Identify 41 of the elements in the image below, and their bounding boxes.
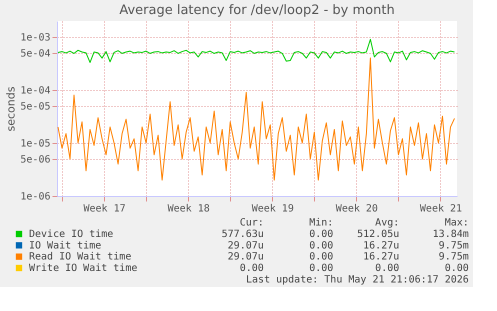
chart-title: Average latency for /dev/loop2 - by month [119, 3, 395, 18]
text: 16.27u [363, 252, 400, 263]
text: 29.07u [228, 240, 264, 252]
legend-label: IO Wait time [29, 240, 102, 252]
x-tick-label: Week 17 [83, 204, 126, 214]
text: 0.00 [444, 263, 469, 274]
text: 29.07u [228, 252, 264, 263]
text: 577.63u [222, 229, 264, 240]
y-axis-title: seconds [4, 86, 18, 132]
legend-label: Device IO time [29, 229, 114, 240]
y-tick-label: 1e-04 [20, 85, 50, 96]
text: 0.00 [309, 229, 334, 240]
text: Cur: [240, 218, 264, 229]
text: 9.75m [438, 240, 469, 252]
line-series [58, 38, 455, 63]
x-tick-label: Week 18 [168, 204, 210, 214]
text: 16.27u [363, 240, 400, 252]
y-tick-label: 5e-04 [20, 48, 50, 60]
text: 9.75m [438, 252, 469, 263]
y-tick-label: 1e-05 [20, 138, 50, 150]
text: Max: [444, 218, 469, 229]
text: Last update: Thu May 21 21:06:17 2026 [246, 274, 469, 286]
text: 0.00 [309, 263, 334, 274]
text: 0.00 [309, 240, 334, 252]
y-tick-label: 1e-03 [20, 32, 50, 44]
y-tick-label: 1e-06 [20, 192, 50, 202]
y-tick-label: 5e-06 [20, 154, 50, 166]
line-series [58, 58, 455, 181]
text: Min: [309, 218, 334, 229]
text: 0.00 [240, 263, 264, 274]
x-tick-label: Week 21 [420, 204, 462, 214]
legend-label: Read IO Wait time [29, 252, 132, 263]
legend-label: Write IO Wait time [29, 263, 138, 274]
y-tick-label: 5e-05 [20, 101, 50, 112]
x-tick-label: Week 19 [252, 204, 294, 214]
x-tick-label: Week 20 [336, 204, 378, 214]
text: 512.05u [357, 229, 400, 240]
text: 0.00 [375, 263, 400, 274]
text: Avg: [375, 218, 400, 229]
text: 0.00 [309, 252, 334, 263]
text: 13.84m [432, 229, 469, 240]
